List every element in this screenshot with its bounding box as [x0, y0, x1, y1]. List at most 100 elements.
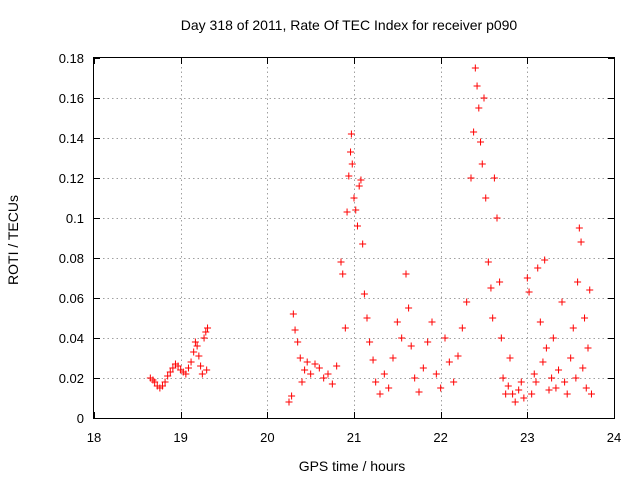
x-axis-label: GPS time / hours: [299, 458, 406, 474]
data-point: [339, 270, 347, 278]
data-point: [359, 240, 367, 248]
data-point: [506, 354, 514, 362]
data-point: [497, 334, 505, 342]
data-point: [579, 364, 587, 372]
data-point: [161, 378, 169, 386]
data-point: [184, 364, 192, 372]
data-point: [289, 310, 297, 318]
data-point: [528, 390, 536, 398]
data-point: [191, 338, 199, 346]
data-point: [389, 354, 397, 362]
data-point: [493, 214, 501, 222]
x-tick-label: 20: [260, 430, 274, 445]
data-point: [307, 370, 315, 378]
data-point: [380, 370, 388, 378]
data-point: [151, 378, 159, 386]
data-point: [182, 370, 190, 378]
data-point: [437, 384, 445, 392]
data-point: [158, 382, 166, 390]
data-point: [581, 314, 589, 322]
data-point: [482, 194, 490, 202]
x-tick-label: 18: [87, 430, 101, 445]
data-point: [337, 258, 345, 266]
data-point: [517, 378, 525, 386]
data-point: [490, 174, 498, 182]
data-point: [198, 370, 206, 378]
y-tick-label: 0.14: [59, 131, 84, 146]
data-point: [174, 362, 182, 370]
data-point: [324, 370, 332, 378]
data-point: [569, 324, 577, 332]
data-point: [549, 334, 557, 342]
data-point: [480, 94, 488, 102]
data-point: [572, 374, 580, 382]
data-point: [467, 174, 475, 182]
y-tick-label: 0.12: [59, 171, 84, 186]
data-point: [343, 208, 351, 216]
data-point: [193, 342, 201, 350]
data-point: [355, 182, 363, 190]
data-point: [471, 64, 479, 72]
data-point: [487, 284, 495, 292]
data-point: [463, 298, 471, 306]
data-point: [458, 324, 466, 332]
data-point: [407, 342, 415, 350]
data-point: [489, 314, 497, 322]
data-point: [350, 194, 358, 202]
data-point: [285, 398, 293, 406]
data-point: [558, 298, 566, 306]
data-point: [296, 354, 304, 362]
data-point: [311, 360, 319, 368]
data-point: [419, 364, 427, 372]
y-axis-label: ROTI / TECUs: [5, 195, 21, 285]
data-point: [484, 258, 492, 266]
data-point: [504, 382, 512, 390]
data-point: [333, 362, 341, 370]
y-tick-label: 0.06: [59, 291, 84, 306]
data-point: [190, 348, 198, 356]
data-point: [385, 384, 393, 392]
data-point: [520, 394, 528, 402]
data-point: [450, 378, 458, 386]
data-point: [552, 384, 560, 392]
x-tick-label: 19: [173, 430, 187, 445]
data-point: [509, 390, 517, 398]
data-point: [584, 344, 592, 352]
data-point: [398, 334, 406, 342]
data-point: [555, 366, 563, 374]
plot-frame: [93, 57, 615, 419]
data-point: [445, 358, 453, 366]
data-point: [197, 362, 205, 370]
data-point: [536, 318, 544, 326]
data-point: [415, 388, 423, 396]
data-point: [502, 390, 510, 398]
x-tick-label: 22: [433, 430, 447, 445]
data-point: [169, 364, 177, 372]
data-point: [294, 338, 302, 346]
y-tick-label: 0.08: [59, 251, 84, 266]
data-point: [301, 366, 309, 374]
data-point: [428, 318, 436, 326]
data-point: [534, 264, 542, 272]
data-point: [586, 286, 594, 294]
x-tick-label: 24: [607, 430, 621, 445]
data-point: [405, 304, 413, 312]
data-point: [561, 378, 569, 386]
data-point: [202, 328, 210, 336]
data-point: [200, 334, 208, 342]
data-point: [432, 370, 440, 378]
y-tick-label: 0: [77, 411, 84, 426]
data-point: [288, 392, 296, 400]
data-point: [582, 384, 590, 392]
tick-labels: 18 19 20 21 22 23 24 0 0.02 0.04 0.06 0.08 0.1 0.12 0.…: [59, 51, 622, 445]
data-point: [203, 366, 211, 374]
data-point: [532, 378, 540, 386]
data-point: [587, 390, 595, 398]
data-point: [360, 290, 368, 298]
x-tick-label: 21: [347, 430, 361, 445]
data-point: [393, 318, 401, 326]
data-point: [366, 338, 374, 346]
chart-title: Day 318 of 2011, Rate Of TEC Index for r…: [181, 17, 518, 33]
data-point: [441, 334, 449, 342]
